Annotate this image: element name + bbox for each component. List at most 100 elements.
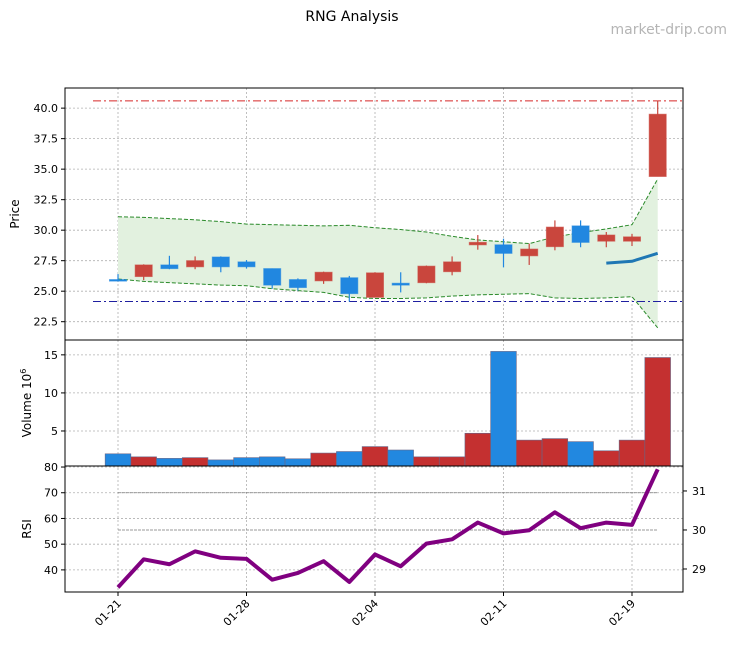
rsi-tick-label: 70 [44, 487, 58, 500]
volume-bar [413, 456, 440, 467]
candle [494, 238, 513, 268]
volume-exponent: 6 [19, 369, 28, 374]
candle-body [648, 113, 667, 177]
candle-body [520, 248, 539, 257]
price-tick-label: 40.0 [34, 102, 59, 115]
candle [211, 256, 230, 273]
candle [340, 275, 359, 302]
x-tick-label: 02-19 [606, 597, 638, 629]
rsi-panel-frame [64, 465, 684, 593]
lower-band-line [117, 278, 659, 329]
x-tick-label: 02-11 [478, 597, 510, 629]
candle-body [314, 271, 333, 282]
volume-bar [361, 446, 389, 467]
candle [391, 272, 410, 293]
price-tick-label: 25.0 [34, 285, 59, 298]
candle-body [391, 282, 410, 286]
chart-title: RNG Analysis [305, 9, 398, 25]
candle-body [597, 234, 616, 242]
candle [597, 232, 616, 248]
candle-body [366, 272, 384, 298]
volume-bar [516, 439, 543, 467]
x-tick-label: 02-04 [349, 597, 381, 629]
candle [545, 220, 564, 251]
price-tick-label: 35.0 [34, 163, 59, 176]
candle [186, 256, 205, 270]
volume-bar [207, 459, 234, 467]
candle [443, 256, 462, 276]
volume-bar [310, 452, 337, 467]
volume-bar [618, 439, 646, 467]
volume-bar [567, 441, 594, 467]
candle-body [443, 261, 462, 273]
x-tick-label: 01-21 [92, 597, 124, 629]
price-tick-label: 22.5 [34, 316, 59, 329]
candle-body [160, 264, 179, 270]
volume-axis-label: Volume 106 [19, 369, 34, 438]
candle-body [417, 265, 436, 284]
volume-tick-label: 15 [44, 349, 58, 362]
candle [263, 268, 282, 289]
candle [468, 235, 487, 250]
rsi-tick-label: 80 [44, 461, 58, 474]
candle [134, 264, 153, 281]
rsi-axis-label: RSI [20, 519, 34, 539]
rsi-tick-label: 60 [44, 512, 58, 525]
candle [160, 255, 179, 270]
watermark: market-drip.com [610, 22, 727, 38]
candle [623, 233, 641, 247]
candle-body [623, 236, 641, 242]
moving-average-line [606, 251, 659, 265]
candle-body [494, 244, 513, 254]
volume-bar [259, 456, 286, 467]
volume-bar [104, 453, 132, 467]
price-tick-label: 30.0 [34, 224, 59, 237]
volume-bar [464, 432, 491, 467]
candle [417, 265, 436, 284]
candle-body [237, 261, 256, 268]
volume-bar [156, 458, 183, 467]
volume-bar [284, 458, 312, 467]
candle-body [211, 256, 230, 268]
candle-body [186, 260, 205, 268]
volume-bar [644, 357, 671, 467]
candle-body [340, 277, 359, 295]
volume-bar [387, 449, 414, 467]
candle-body [134, 264, 153, 278]
volume-tick-label: 5 [51, 425, 58, 438]
rsi-right-tick-label: 29 [692, 563, 706, 576]
candle-body [468, 241, 487, 246]
price-tick-label: 32.5 [34, 194, 59, 207]
rsi-tick-label: 40 [44, 564, 58, 577]
price-tick-label: 37.5 [34, 133, 59, 146]
candle [366, 272, 384, 298]
volume-bar [593, 450, 620, 467]
volume-bar [438, 456, 466, 467]
price-panel-frame [64, 87, 684, 341]
candle-body [109, 279, 127, 282]
candle-body [545, 226, 564, 248]
volume-bar [130, 456, 157, 467]
candle [237, 260, 256, 269]
candle-body [263, 268, 282, 286]
price-tick-label: 27.5 [34, 255, 59, 268]
candle [648, 100, 667, 177]
volume-bar [541, 438, 569, 467]
upper-band-line [117, 178, 659, 245]
x-tick-label: 01-28 [221, 597, 253, 629]
volume-bar [490, 351, 517, 467]
volume-tick-label: 10 [44, 387, 58, 400]
rsi-right-tick-label: 30 [692, 524, 706, 537]
rsi-line [116, 468, 660, 589]
candle [314, 271, 333, 284]
volume-bar [181, 457, 209, 467]
rsi-tick-label: 50 [44, 538, 58, 551]
bollinger-band-fill [118, 178, 658, 328]
candle [288, 278, 307, 291]
candle-body [288, 279, 307, 289]
rsi-right-tick-label: 31 [692, 485, 706, 498]
candle-body [571, 225, 590, 243]
price-axis-label: Price [8, 199, 22, 228]
volume-bar [233, 457, 260, 467]
